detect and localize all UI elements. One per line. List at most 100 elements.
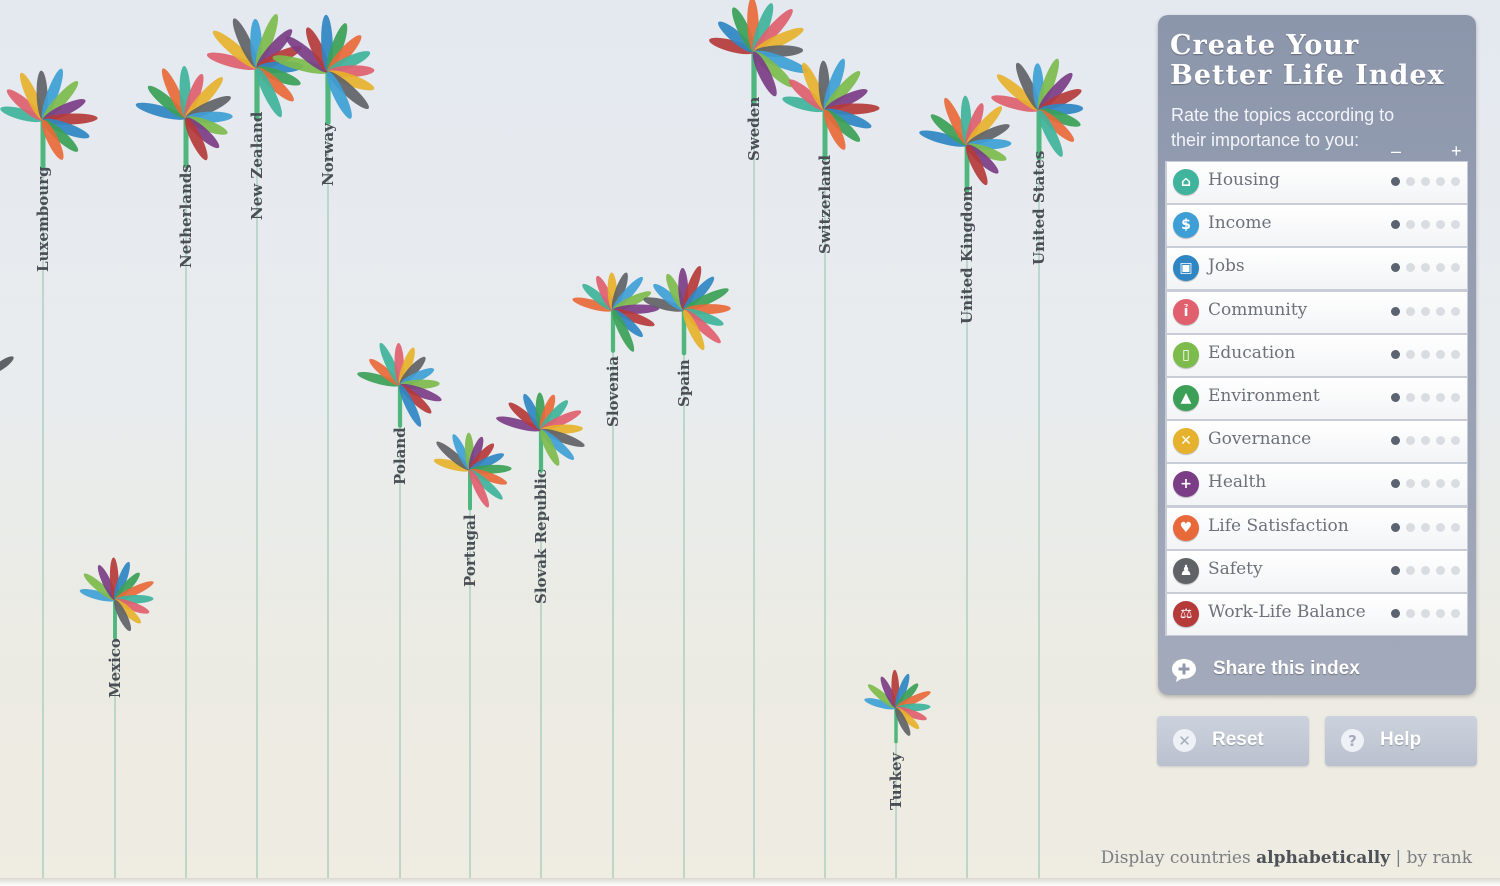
rating-dot[interactable] xyxy=(1451,349,1460,359)
rating-dot[interactable] xyxy=(1406,393,1415,402)
help-button[interactable]: ? Help xyxy=(1325,716,1477,766)
rating-dot[interactable] xyxy=(1421,220,1430,230)
importance-rating[interactable] xyxy=(1391,220,1466,230)
sort-by-rank-link[interactable]: by rank xyxy=(1406,848,1472,868)
rating-dot[interactable] xyxy=(1391,263,1400,273)
importance-rating[interactable] xyxy=(1391,609,1466,619)
country-flower-switzerland[interactable]: Switzerland xyxy=(781,57,880,880)
rating-dot[interactable] xyxy=(1451,436,1460,446)
rating-dot[interactable] xyxy=(1436,565,1445,575)
topic-row-income[interactable]: $ Income xyxy=(1167,205,1467,247)
importance-rating[interactable] xyxy=(1391,263,1466,273)
rating-dot[interactable] xyxy=(1421,349,1430,359)
rating-dot[interactable] xyxy=(1406,436,1415,446)
rating-dot[interactable] xyxy=(1436,436,1445,446)
topic-label: Safety xyxy=(1208,558,1263,579)
country-flower-portugal[interactable]: Portugal xyxy=(433,432,512,880)
importance-rating[interactable] xyxy=(1391,306,1466,317)
topic-row-work-life-balance[interactable]: ⚖ Work-Life Balance xyxy=(1167,594,1467,635)
rating-dot[interactable] xyxy=(1391,436,1400,446)
rating-dot[interactable] xyxy=(1436,306,1445,316)
rating-dot[interactable] xyxy=(1451,393,1460,402)
rating-dot[interactable] xyxy=(1391,177,1400,186)
rating-dot[interactable] xyxy=(1421,393,1430,402)
rating-dot[interactable] xyxy=(1451,609,1460,618)
rating-dot[interactable] xyxy=(1451,522,1460,532)
topic-row-community[interactable]: ỉ Community xyxy=(1167,291,1467,333)
topic-row-governance[interactable]: ✕ Governance xyxy=(1167,421,1467,463)
rating-dot[interactable] xyxy=(1406,522,1415,532)
country-flower-spain[interactable]: Spain xyxy=(642,264,731,880)
rating-dot[interactable] xyxy=(1451,565,1460,575)
rating-dot[interactable] xyxy=(1391,393,1400,402)
rating-dot[interactable] xyxy=(1406,349,1415,359)
importance-rating[interactable] xyxy=(1391,177,1466,187)
topic-row-safety[interactable]: ♟ Safety xyxy=(1167,550,1467,592)
rating-dot[interactable] xyxy=(1421,436,1430,446)
country-flower-turkey[interactable]: Turkey xyxy=(863,669,932,880)
topic-row-housing[interactable]: ⌂ Housing xyxy=(1167,162,1467,203)
country-flower-netherlands[interactable]: Netherlands xyxy=(134,66,233,880)
rating-dot[interactable] xyxy=(1391,522,1400,532)
country-flower-united-states[interactable]: United States xyxy=(990,57,1084,880)
flower-petal xyxy=(114,581,154,601)
rating-dot[interactable] xyxy=(1406,609,1415,618)
topic-row-education[interactable]: ▯ Education xyxy=(1167,334,1467,376)
topic-row-health[interactable]: + Health xyxy=(1167,464,1467,506)
rating-dot[interactable] xyxy=(1436,220,1445,230)
rating-dot[interactable] xyxy=(1391,306,1400,316)
sort-alphabetically-link[interactable]: alphabetically xyxy=(1256,848,1391,868)
importance-rating[interactable] xyxy=(1391,349,1466,360)
rating-dot[interactable] xyxy=(1406,177,1415,186)
rating-dot[interactable] xyxy=(1421,479,1430,489)
topic-row-jobs[interactable]: ▣ Jobs xyxy=(1167,248,1467,290)
topic-row-environment[interactable]: ▲ Environment xyxy=(1167,378,1467,419)
rating-dot[interactable] xyxy=(1421,177,1430,186)
rating-dot[interactable] xyxy=(1406,263,1415,273)
country-flower-slovak-republic[interactable]: Slovak Republic xyxy=(495,392,586,880)
rating-dot[interactable] xyxy=(1451,306,1460,316)
rating-dot[interactable] xyxy=(1391,349,1400,359)
rating-dot[interactable] xyxy=(1436,263,1445,273)
rating-dot[interactable] xyxy=(1391,609,1400,618)
rating-dot[interactable] xyxy=(1391,479,1400,489)
country-flower-slovenia[interactable]: Slovenia xyxy=(571,271,660,880)
rating-dot[interactable] xyxy=(1421,263,1430,273)
rating-dot[interactable] xyxy=(1436,609,1445,618)
country-flower-new-zealand[interactable]: New Zealand xyxy=(205,12,304,880)
rating-dot[interactable] xyxy=(1436,479,1445,489)
rating-dot[interactable] xyxy=(1451,220,1460,230)
rating-dot[interactable] xyxy=(1421,565,1430,575)
reset-button[interactable]: ✕ Reset xyxy=(1157,716,1309,766)
rating-dot[interactable] xyxy=(1421,522,1430,532)
rating-dot[interactable] xyxy=(1451,479,1460,489)
country-flower-sweden[interactable]: Sweden xyxy=(708,0,810,880)
rating-dot[interactable] xyxy=(1406,479,1415,489)
importance-rating[interactable] xyxy=(1391,393,1466,403)
share-index-button[interactable]: Share this index xyxy=(1158,645,1476,695)
country-flower-norway[interactable]: Norway xyxy=(271,14,376,880)
rating-dot[interactable] xyxy=(1391,565,1400,575)
topic-row-life-satisfaction[interactable]: ♥ Life Satisfaction xyxy=(1167,507,1467,549)
rating-dot[interactable] xyxy=(1436,349,1445,359)
rating-dot[interactable] xyxy=(1391,220,1400,230)
rating-dot[interactable] xyxy=(1421,609,1430,618)
rating-dot[interactable] xyxy=(1436,177,1445,186)
country-flower-luxembourg[interactable]: Luxembourg xyxy=(0,67,98,880)
importance-rating[interactable] xyxy=(1391,522,1466,533)
rating-dot[interactable] xyxy=(1421,306,1430,316)
importance-rating[interactable] xyxy=(1391,479,1466,489)
rating-dot[interactable] xyxy=(1436,522,1445,532)
rating-dot[interactable] xyxy=(1406,306,1415,316)
rating-dot[interactable] xyxy=(1436,393,1445,402)
rating-dot[interactable] xyxy=(1406,220,1415,230)
country-flower-united-kingdom[interactable]: United Kingdom xyxy=(918,95,1012,880)
importance-rating[interactable] xyxy=(1391,436,1466,446)
country-flower-poland[interactable]: Poland xyxy=(356,341,443,880)
rating-dot[interactable] xyxy=(1451,263,1460,273)
rating-dot[interactable] xyxy=(1451,177,1460,186)
rating-dot[interactable] xyxy=(1406,565,1415,575)
flower-petal xyxy=(612,276,643,311)
importance-rating[interactable] xyxy=(1391,565,1466,576)
country-flower-mexico[interactable]: Mexico xyxy=(79,557,156,880)
